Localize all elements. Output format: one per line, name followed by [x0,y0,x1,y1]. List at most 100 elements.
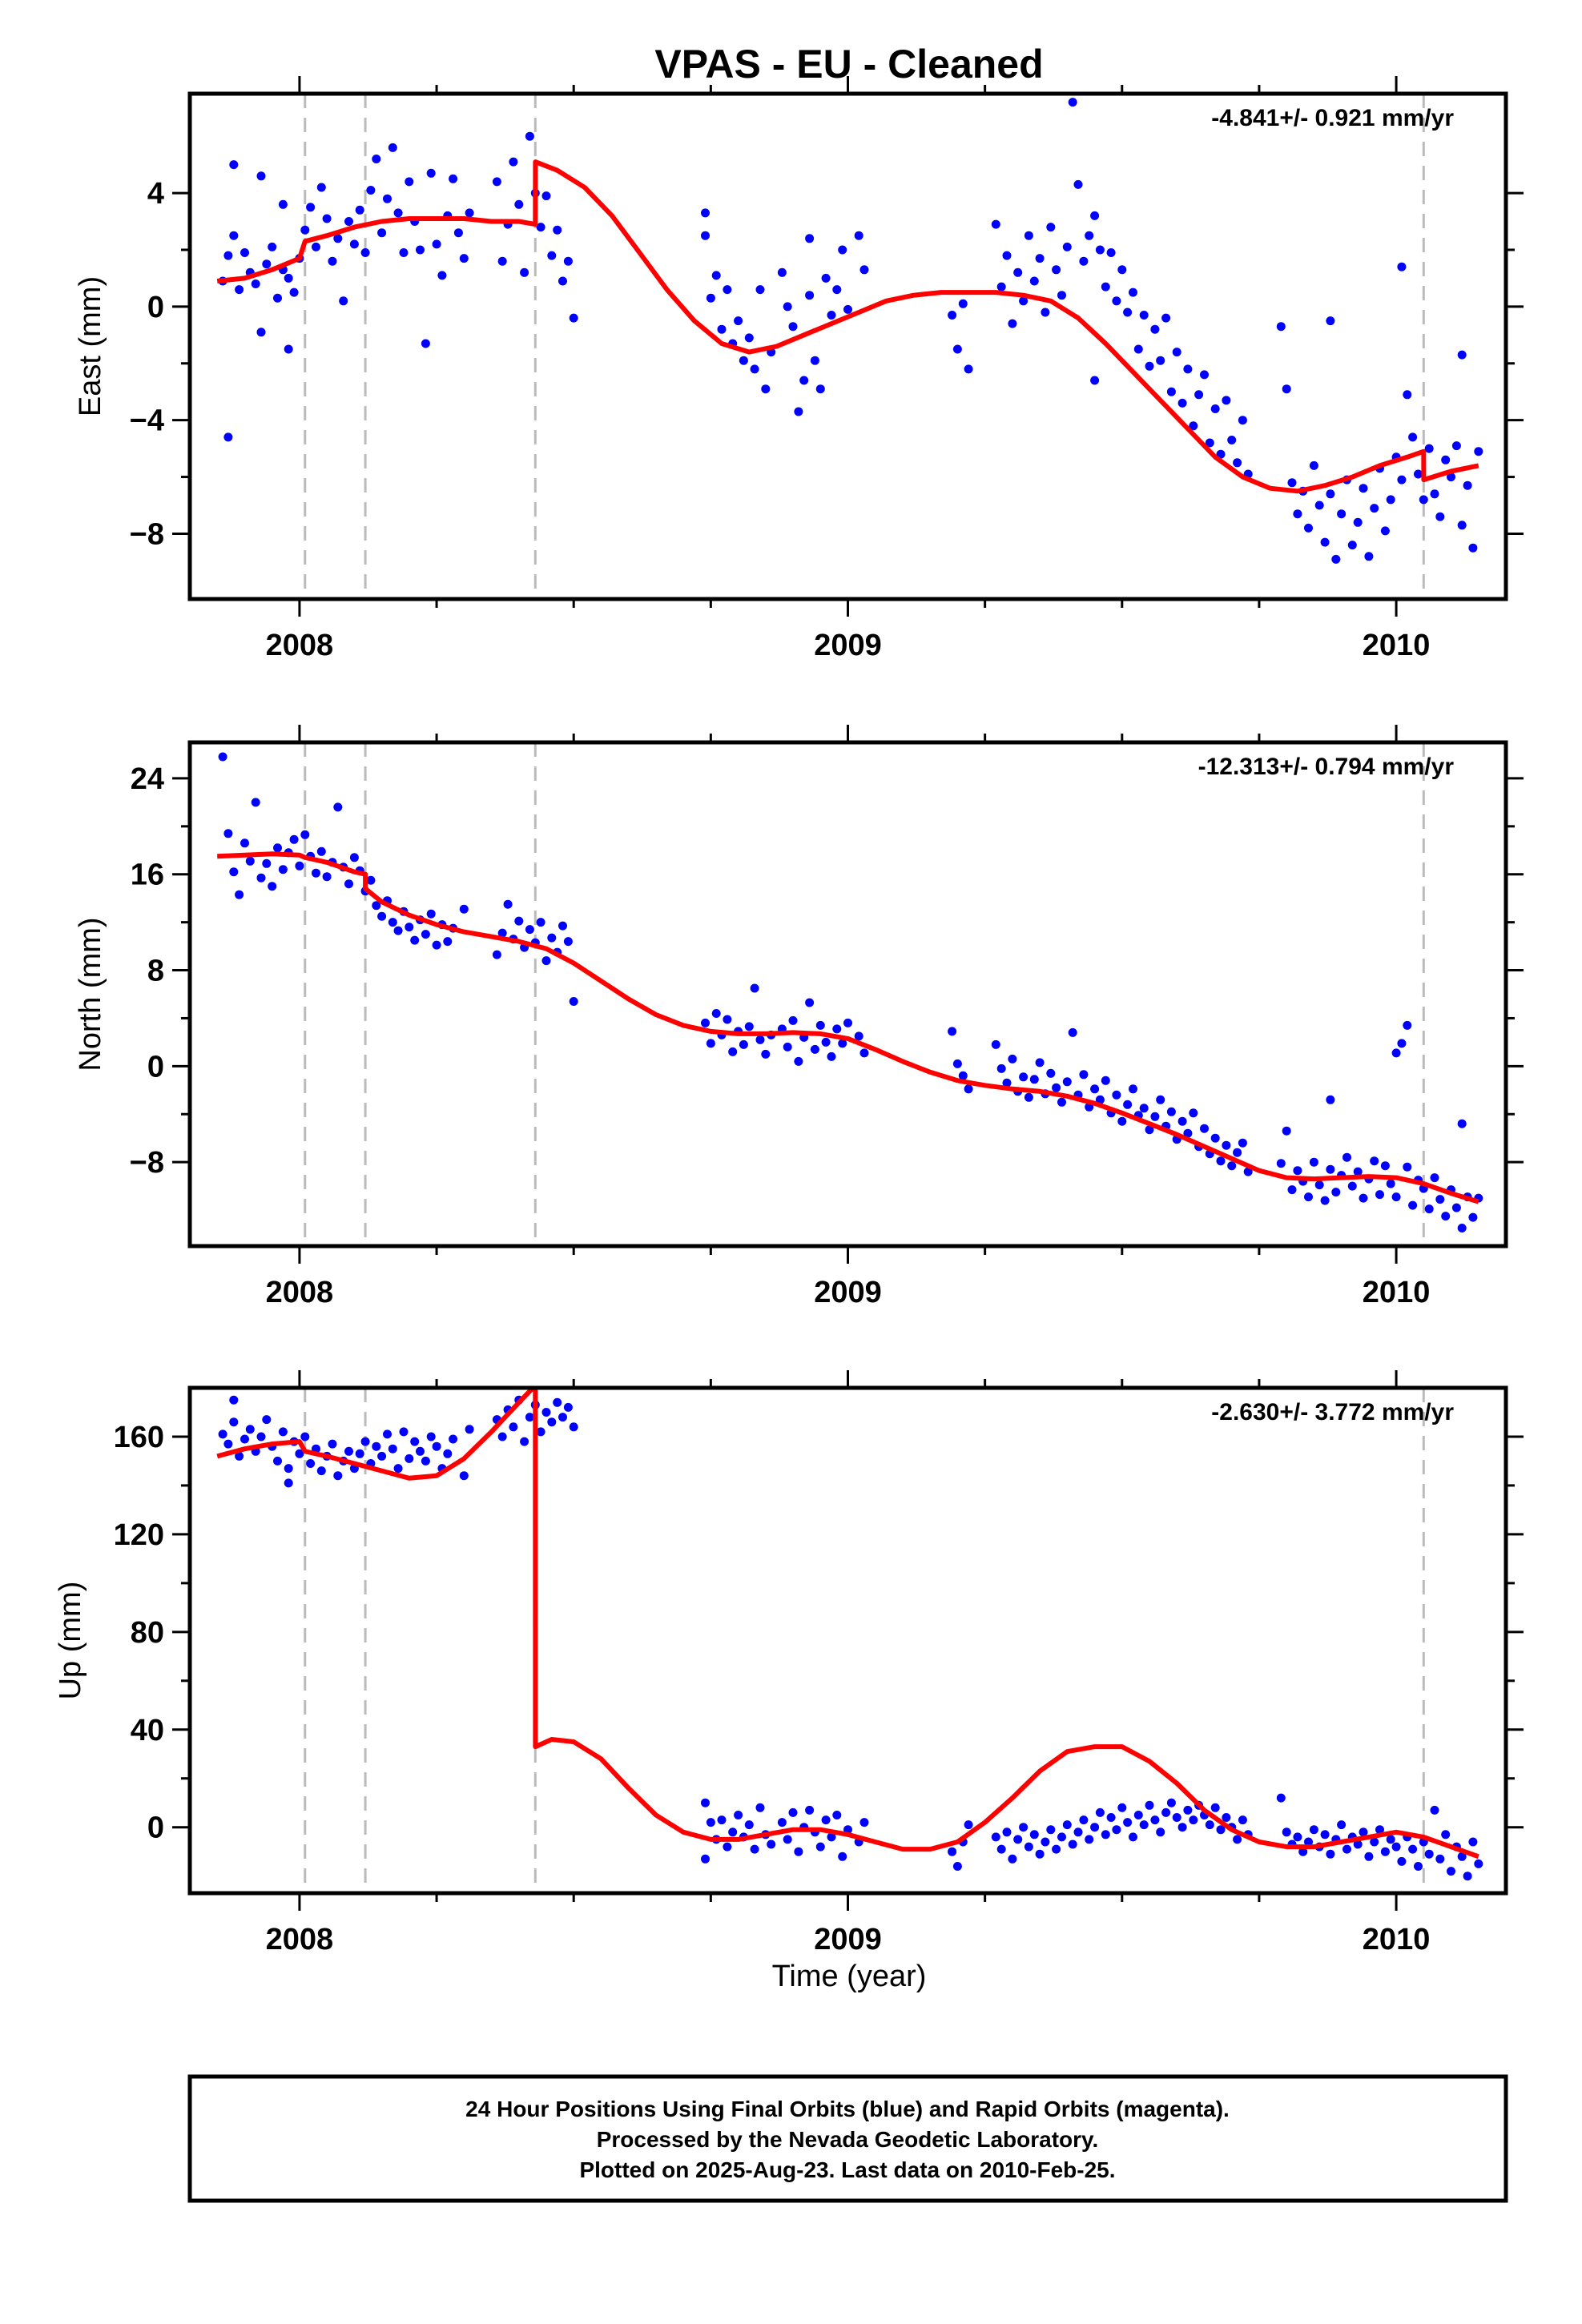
up-data-point [701,1854,710,1864]
up-data-point [1052,1844,1061,1854]
east-data-point [1013,267,1023,277]
up-data-point [1441,1830,1451,1839]
up-data-point [1293,1832,1302,1842]
north-data-point [1052,1083,1061,1092]
east-data-point [1370,504,1379,513]
north-data-point [1424,1204,1434,1214]
up-data-point [223,1439,233,1449]
north-data-point [421,930,430,939]
up-x-tick-label: 2009 [814,1923,882,1956]
north-data-point [1397,1039,1407,1048]
up-data-point [821,1815,831,1825]
east-data-point [701,231,710,240]
north-data-point [1282,1126,1291,1136]
east-y-tick-label: −8 [130,517,164,551]
up-frame [187,1385,1508,1896]
north-x-tick-label: 2009 [814,1276,882,1309]
north-data-point [235,890,244,899]
east-data-point [761,384,771,394]
north-data-point [1342,1152,1351,1162]
up-data-point [1468,1837,1478,1847]
north-data-point [366,875,376,885]
east-data-point [1073,179,1083,189]
footer-box: 24 Hour Positions Using Final Orbits (bl… [187,2074,1508,2203]
up-data-point [1035,1849,1045,1859]
east-data-point [1106,248,1116,257]
east-data-point [958,299,968,308]
east-data-point [783,302,792,312]
east-data-point [1457,350,1467,360]
up-data-point [245,1425,255,1434]
up-data-point [1364,1852,1374,1861]
north-data-point [268,882,277,891]
north-model-line [217,851,1479,1204]
east-data-point [1314,501,1324,510]
east-data-point [312,242,320,251]
north-data-point [443,937,453,947]
up-y-tick-label: 40 [131,1714,164,1747]
north-data-point [1029,1075,1039,1084]
north-data-point [1347,1181,1357,1191]
up-data-point [432,1441,441,1451]
up-data-point [1095,1807,1105,1817]
up-data-point [1008,1854,1017,1864]
east-data-point [996,282,1006,292]
east-data-point [453,228,463,238]
up-data-point [996,1844,1006,1854]
up-data-point [360,1437,370,1446]
up-data-point [1133,1811,1143,1819]
up-data-point [1276,1793,1286,1803]
up-data-point [383,1429,392,1439]
up-data-point [355,1449,364,1458]
north-data-point [1403,1162,1412,1172]
up-data-point [235,1451,244,1461]
east-data-point [520,267,529,277]
north-data-point [1057,1097,1066,1107]
north-data-point [497,928,507,938]
north-data-point [1287,1185,1297,1195]
up-data-point [284,1478,293,1488]
north-data-point [1304,1192,1313,1202]
up-data-point [964,1820,973,1830]
up-data-point [1474,1859,1483,1868]
up-data-point [1304,1837,1313,1847]
up-data-point [706,1818,715,1827]
east-data-point [1090,211,1100,220]
east-data-point [333,234,343,243]
east-data-point [1447,472,1455,482]
north-data-point [322,872,332,882]
east-data-point [289,287,299,297]
east-data-point [1183,364,1193,374]
up-data-point [1447,1867,1455,1876]
east-data-point [553,225,562,235]
east-data-point [948,311,957,320]
east-data-point [459,254,469,263]
east-data-point [240,248,249,257]
up-data-point [1183,1805,1193,1815]
east-data-point [723,285,732,295]
up-y-tick-label: 80 [131,1616,164,1650]
up-data-point [449,1434,458,1444]
up-data-point [1298,1847,1308,1856]
north-data-point [1391,1048,1401,1058]
east-data-point [1282,384,1291,394]
up-data-point [1150,1815,1160,1825]
up-points [218,1395,1483,1881]
east-data-point [777,267,787,277]
east-data-point [1145,361,1154,371]
east-data-point [827,311,836,320]
east-data-point [268,242,277,251]
east-data-point [1326,489,1335,499]
east-data-point [854,231,863,240]
north-data-point [1035,1058,1045,1068]
up-data-point [838,1852,847,1861]
north-data-point [1046,1068,1056,1078]
east-data-point [256,328,266,337]
east-data-point [1468,543,1478,553]
up-data-point [1391,1842,1401,1852]
east-data-point [843,304,852,314]
north-data-point [569,997,578,1006]
north-data-point [1403,1020,1412,1030]
north-data-point [1468,1212,1478,1222]
east-data-point [1041,308,1050,317]
